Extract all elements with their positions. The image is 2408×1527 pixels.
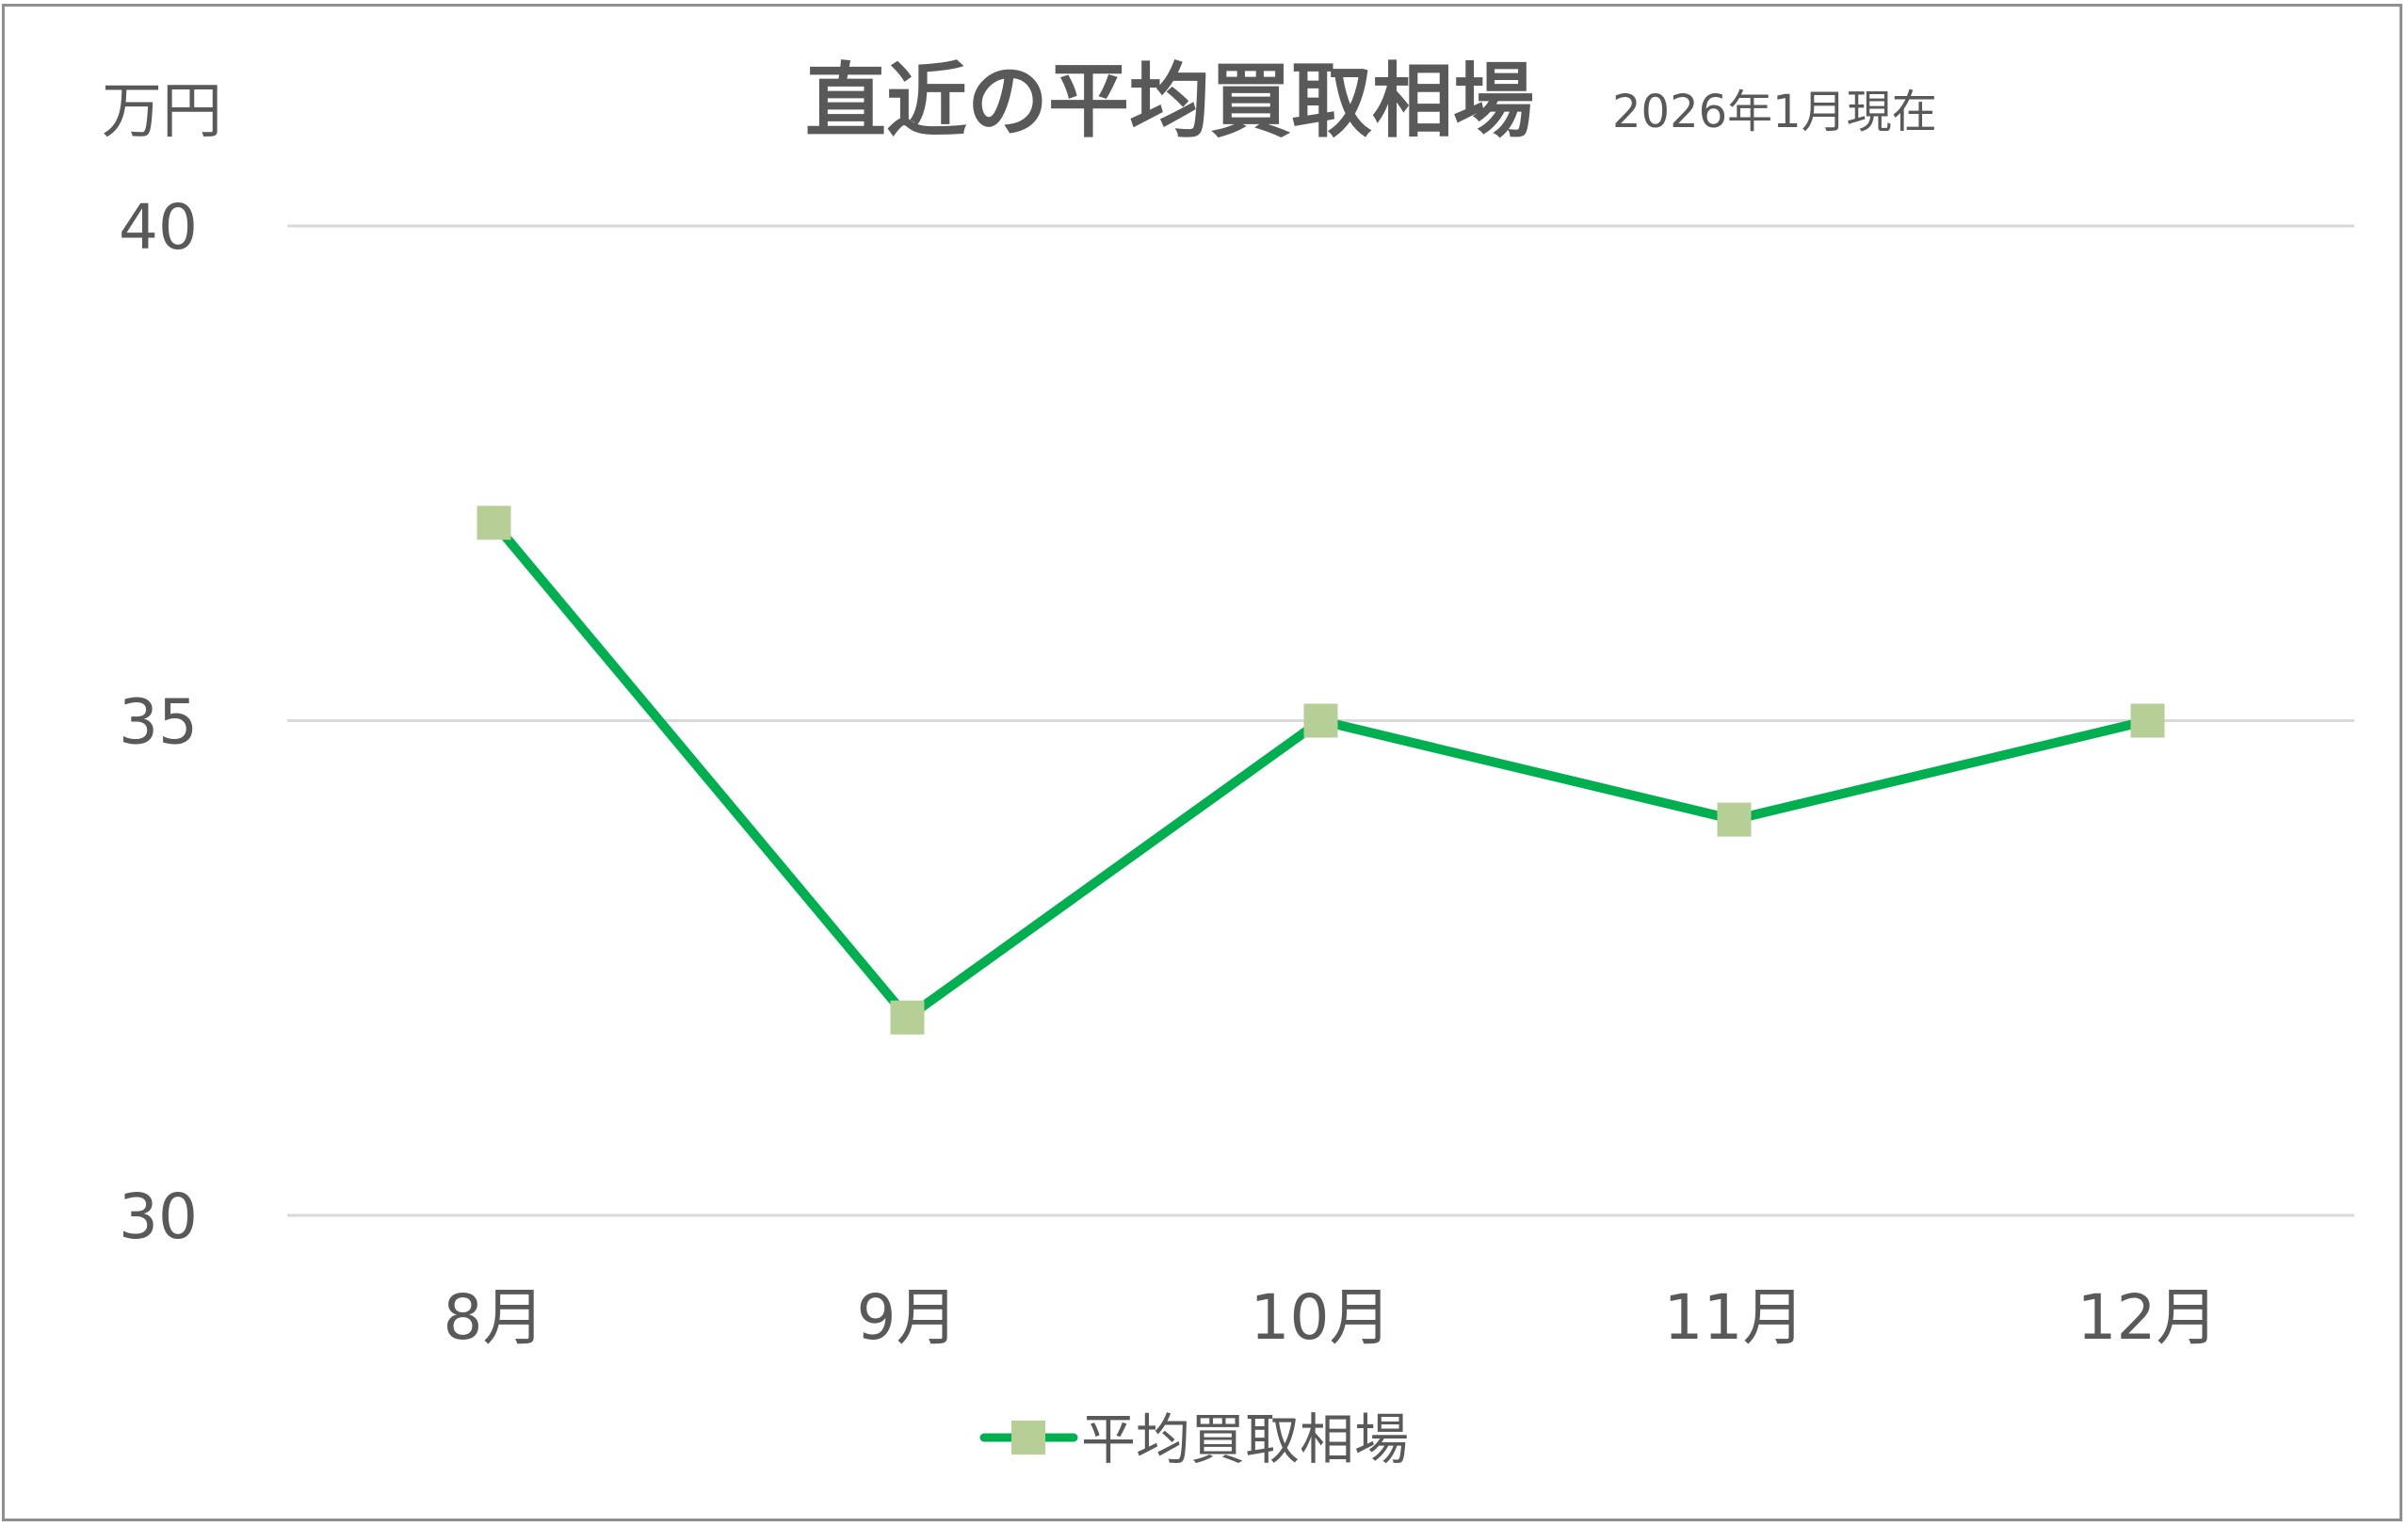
data-point-marker bbox=[890, 1000, 925, 1035]
series-line bbox=[489, 518, 2153, 1022]
y-tick-label: 35 bbox=[119, 686, 198, 759]
data-point-marker bbox=[1303, 703, 1338, 738]
data-point-marker bbox=[1717, 802, 1752, 837]
y-tick-label: 40 bbox=[119, 191, 198, 264]
chart-frame bbox=[2, 4, 2402, 1521]
legend-label: 平均買取相場 bbox=[1081, 1407, 1409, 1471]
x-tick-label: 9月 bbox=[857, 1281, 959, 1354]
series-line-group bbox=[477, 506, 2165, 1035]
data-point-marker bbox=[477, 506, 511, 540]
y-axis-unit: 万円 bbox=[102, 77, 222, 147]
x-tick-labels: 8月 9月 10月 11月 12月 bbox=[444, 1281, 2219, 1354]
x-tick-label: 8月 bbox=[444, 1281, 545, 1354]
data-point-marker bbox=[2130, 703, 2165, 738]
chart-subtitle: 2026年1月現在 bbox=[1612, 86, 1937, 138]
chart-title: 直近の平均買取相場 bbox=[805, 55, 1534, 149]
x-tick-label: 12月 bbox=[2077, 1281, 2219, 1354]
y-tick-label: 30 bbox=[119, 1181, 198, 1253]
x-tick-label: 10月 bbox=[1251, 1281, 1392, 1354]
x-tick-label: 11月 bbox=[1664, 1281, 1805, 1354]
y-tick-labels: 30 35 40 bbox=[119, 191, 198, 1253]
legend-marker-swatch bbox=[1011, 1421, 1045, 1455]
legend: 平均買取相場 bbox=[979, 1407, 1409, 1471]
